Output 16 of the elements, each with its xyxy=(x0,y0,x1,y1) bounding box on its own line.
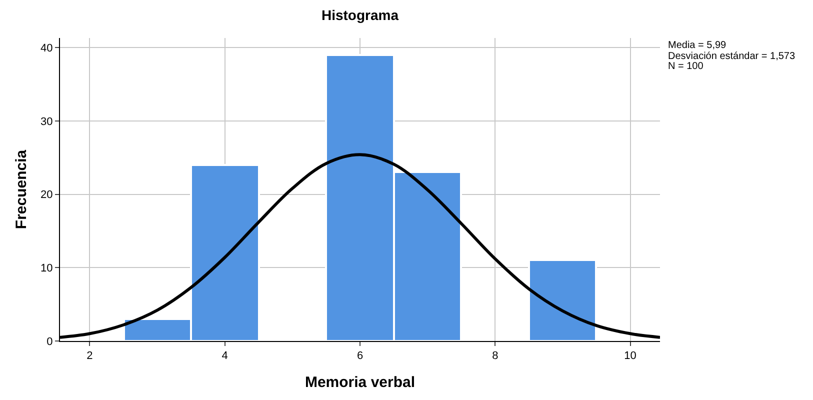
x-axis-title: Memoria verbal xyxy=(304,374,416,392)
text: Desviación estándar = 1,573 xyxy=(668,51,796,62)
chart-title: Histograma xyxy=(321,6,399,23)
y-axis-title: Frecuencia xyxy=(12,149,30,230)
y-tick-label: 40 xyxy=(40,42,53,54)
x-tick-label: 2 xyxy=(86,350,93,362)
y-tick-label: 20 xyxy=(40,189,53,202)
x-tick-label: 8 xyxy=(492,350,498,362)
y-tick-label: 10 xyxy=(40,262,53,274)
y-tick-label: 30 xyxy=(40,116,53,128)
text: Media = 5,99 xyxy=(668,40,727,51)
x-tick-label: 4 xyxy=(222,350,228,362)
x-tick-label: 10 xyxy=(624,350,636,362)
x-tick-label: 6 xyxy=(356,350,364,362)
y-tick-label: 0 xyxy=(46,336,53,348)
text: N = 100 xyxy=(668,61,704,72)
